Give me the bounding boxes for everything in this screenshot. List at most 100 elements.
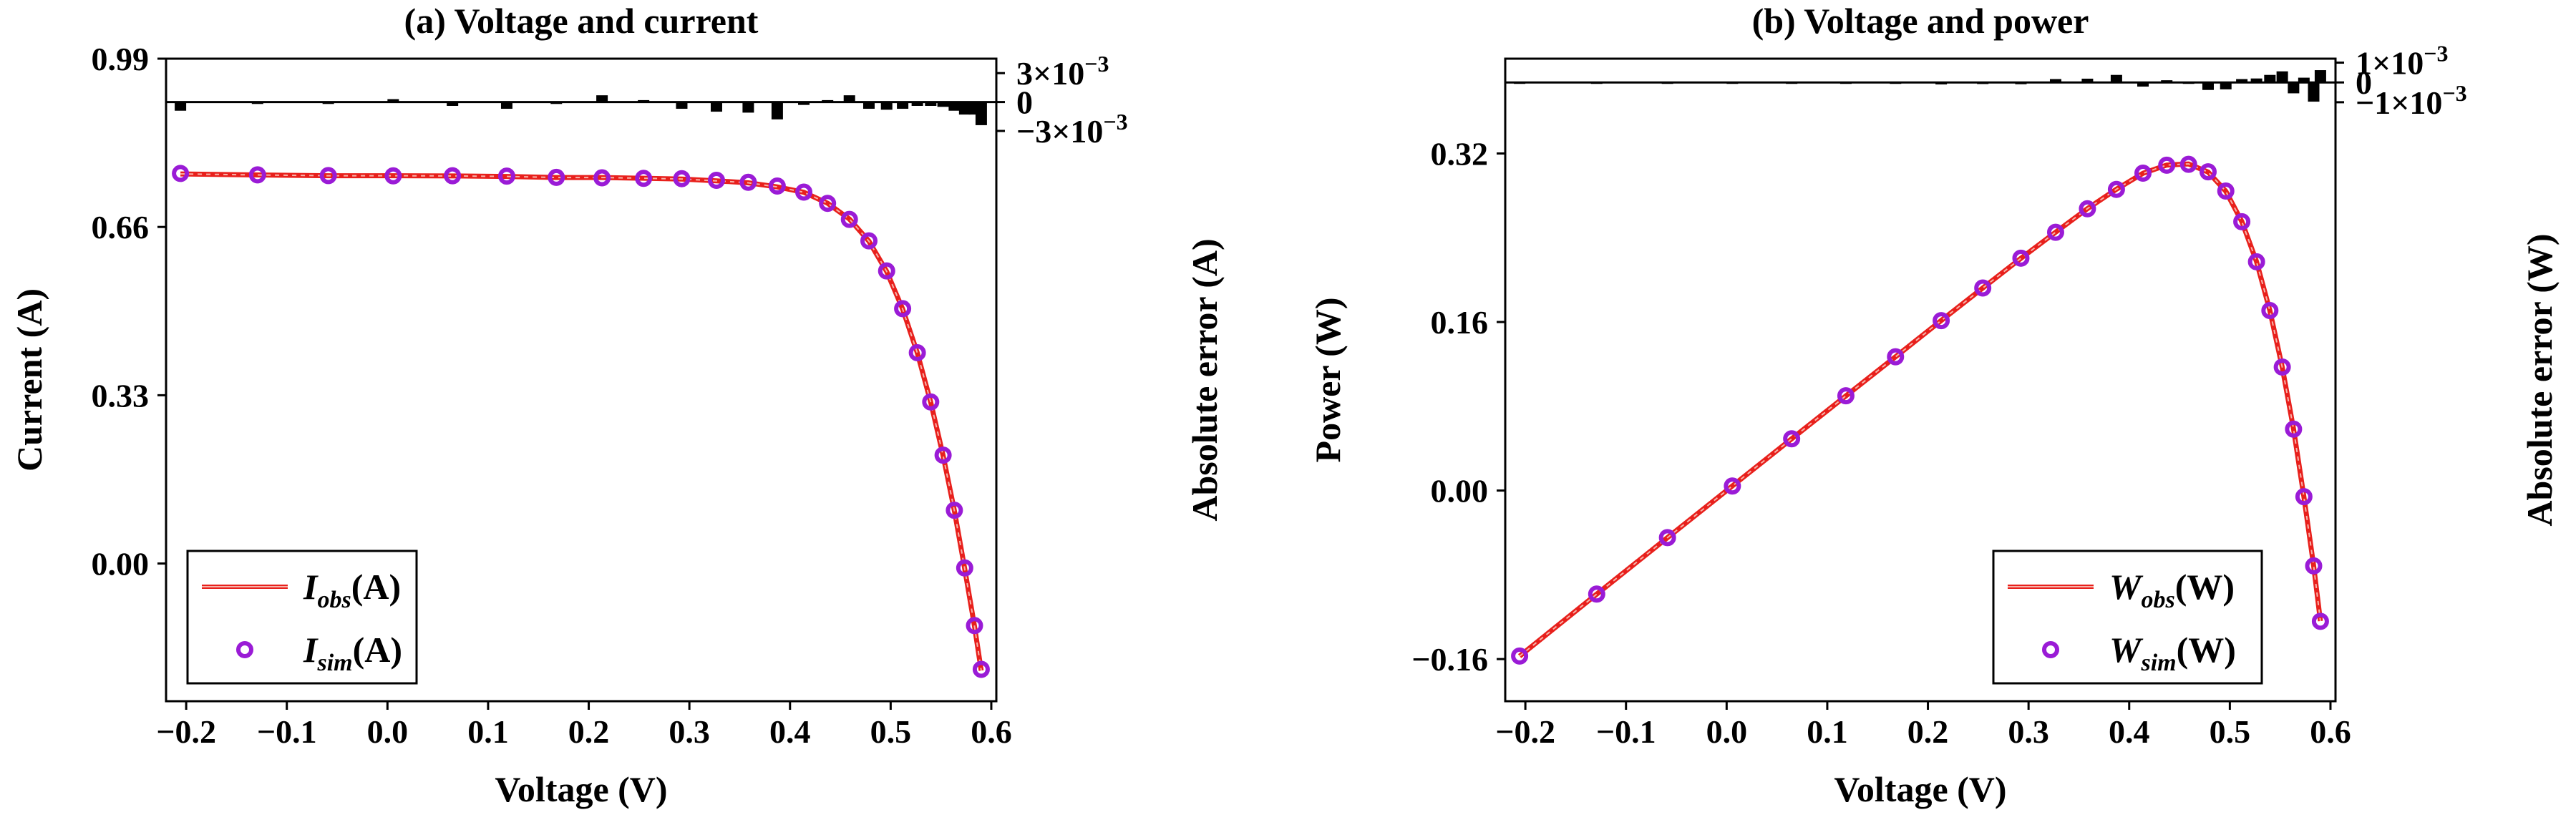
legend-label: Isim(A) [303,630,402,676]
x-tick-label: 0.3 [2008,713,2049,750]
legend-label: Wobs(W) [2109,567,2235,613]
legend-label: Iobs(A) [303,567,401,613]
x-tick-label: 0.6 [971,713,1012,750]
panel-a-voltage-current: (a) Voltage and current −0.2 −0.1 0.0 0.1 0.2… [9,1,1225,809]
simulated-point [2179,155,2197,173]
legend-box [186,550,418,685]
simulated-point [1887,348,1905,366]
simulated-point [1724,477,1741,495]
simulated-point [548,168,565,186]
x-axis-label: Voltage (V) [495,769,667,809]
y-tick-label: 0.33 [92,377,150,414]
error-tick-label: 0 [2356,64,2372,101]
error-tick-label: 1×10−3 [2356,41,2448,82]
y-axis-label: Current (A) [9,288,49,472]
error-bar [1786,82,1798,84]
error-bar [925,102,937,106]
error-bar [843,95,855,102]
observed-curve-highlight [1519,163,2321,657]
y-tick-label: 0.16 [1431,304,1489,341]
simulated-point [2217,182,2235,200]
simulated-point [1933,312,1950,330]
simulated-point [2046,223,2064,241]
simulated-point [635,170,653,187]
chart-title: (b) Voltage and power [1752,1,2089,41]
error-bar [2049,79,2061,83]
error-bar [822,99,834,102]
simulated-point [444,167,462,185]
simulated-point [2079,200,2096,218]
simulated-point [908,343,926,361]
error-bar [638,99,650,102]
simulated-point [768,177,786,195]
error-bar [175,102,187,111]
simulated-point [840,210,858,228]
error-bar [2250,78,2262,83]
simulated-point [739,173,757,191]
legend-label-subscript: sim [2140,650,2176,676]
legend-label-base: W [2109,630,2144,670]
legend-marker-swatch [2042,641,2059,658]
error-bar [911,102,923,106]
error-bar [1977,82,1989,84]
error-bar [880,102,893,110]
y-axis-label: Power (W) [1308,298,1348,463]
error-bar [550,102,563,104]
simulated-point [384,167,402,185]
error-bar [2015,82,2027,84]
simulated-point [922,393,940,411]
simulated-point [2134,165,2152,182]
simulated-point [956,559,973,577]
simulated-point [2295,488,2313,506]
error-bar [862,102,875,109]
legend-label-subscript: obs [2141,587,2174,613]
x-tick-label: 0.2 [568,713,610,750]
error-bar [1890,82,1902,84]
simulated-point [2158,156,2176,174]
simulated-point [2311,612,2329,630]
simulated-point [172,165,190,182]
error-bar [2264,74,2276,83]
error-bar [2081,78,2094,83]
simulated-point [966,617,983,635]
x-tick-label: 0.4 [769,713,811,750]
x-tick-label: 0.0 [1706,713,1748,750]
simulated-point [1837,387,1855,405]
simulated-point [248,166,266,184]
error-bar [2298,77,2310,83]
error-bar [2220,82,2232,89]
x-tick-label: 0.3 [669,713,710,750]
plot-frame [1504,57,2337,703]
simulated-point [934,446,952,464]
x-tick-label: 0.2 [1907,713,1949,750]
error-bar [2137,82,2149,87]
error-bar [958,102,971,115]
error-bar [1590,82,1603,84]
legend: Wobs(W)Wsim(W) [1992,550,2263,685]
error-bar [251,102,263,104]
x-axis-label: Voltage (V) [1834,769,2006,809]
legend-label-unit: (W) [2175,567,2235,607]
error-tick-label: 3×10−3 [1016,51,1109,92]
error-tick-exponent: −3 [2442,80,2466,106]
simulated-point [593,169,611,187]
error-tick-exponent: −3 [2424,41,2448,67]
simulated-point [1783,430,1801,448]
error-bar [2308,82,2320,102]
legend-label: Wsim(W) [2109,630,2236,676]
simulated-point [946,502,963,519]
observed-curve-highlight [180,173,982,671]
simulated-point [2247,253,2265,270]
panel-b-voltage-power: (b) Voltage and power −0.2 −0.1 0.0 0.1 0.2 0.… [1308,1,2560,809]
error-tick-exponent: −3 [1103,109,1127,135]
simulated-point [2261,301,2279,319]
error-bar [596,95,608,102]
chart-title: (a) Voltage and current [404,1,759,41]
legend-box [1992,550,2263,685]
error-bar [1839,82,1852,84]
y-tick-label: 0.99 [92,41,150,77]
error-bar [500,102,512,109]
error-bar [897,102,909,109]
error-tick-exponent: −3 [1084,51,1109,77]
